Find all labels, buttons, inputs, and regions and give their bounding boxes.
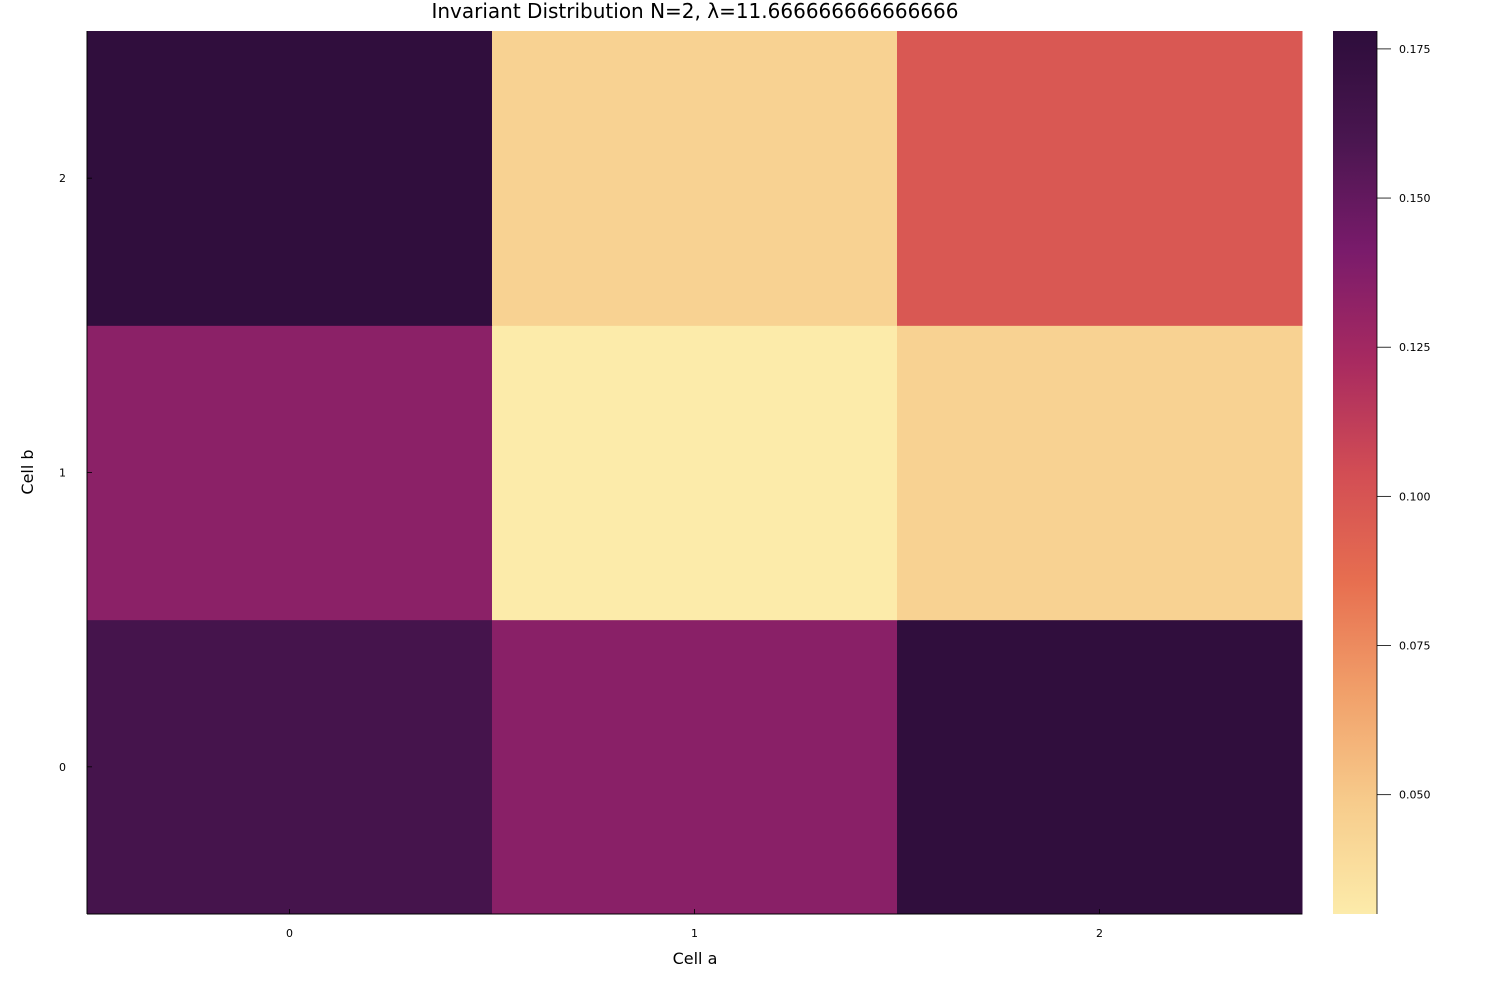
heatmap-cell	[897, 31, 1303, 326]
colorbar-tick-label: 0.050	[1399, 789, 1431, 802]
colorbar-tick-label: 0.175	[1399, 43, 1431, 56]
heatmap-cell	[492, 325, 898, 621]
heatmap-cell	[492, 619, 898, 915]
heatmap-cell	[492, 31, 898, 326]
x-tick-label: 0	[286, 927, 293, 940]
colorbar	[1333, 31, 1377, 914]
colorbar-tick-label: 0.075	[1399, 640, 1431, 653]
colorbar-tick-label: 0.150	[1399, 192, 1431, 205]
heatmap-cell	[897, 325, 1303, 621]
x-tick-label: 2	[1096, 927, 1103, 940]
y-tick-label: 1	[59, 467, 66, 480]
y-tick-label: 0	[59, 761, 66, 774]
y-axis-ticks: 0 1 2	[59, 172, 92, 774]
x-tick-label: 1	[691, 927, 698, 940]
heatmap-cells	[87, 31, 1303, 915]
heatmap-cell	[87, 325, 493, 621]
heatmap-cell	[87, 31, 493, 326]
heatmap-cell	[87, 619, 493, 915]
chart-title: Invariant Distribution N=2, λ=11.6666666…	[431, 0, 958, 23]
y-tick-label: 2	[59, 172, 66, 185]
colorbar-tick-label: 0.100	[1399, 490, 1431, 503]
colorbar-ticks: 0.050 0.075 0.100 0.125 0.150 0.175	[1376, 31, 1431, 914]
y-axis-label: Cell b	[18, 449, 37, 494]
x-axis-ticks: 0 1 2	[286, 909, 1103, 940]
x-axis-label: Cell a	[673, 949, 718, 968]
heatmap-cell	[897, 619, 1303, 915]
colorbar-tick-label: 0.125	[1399, 341, 1431, 354]
